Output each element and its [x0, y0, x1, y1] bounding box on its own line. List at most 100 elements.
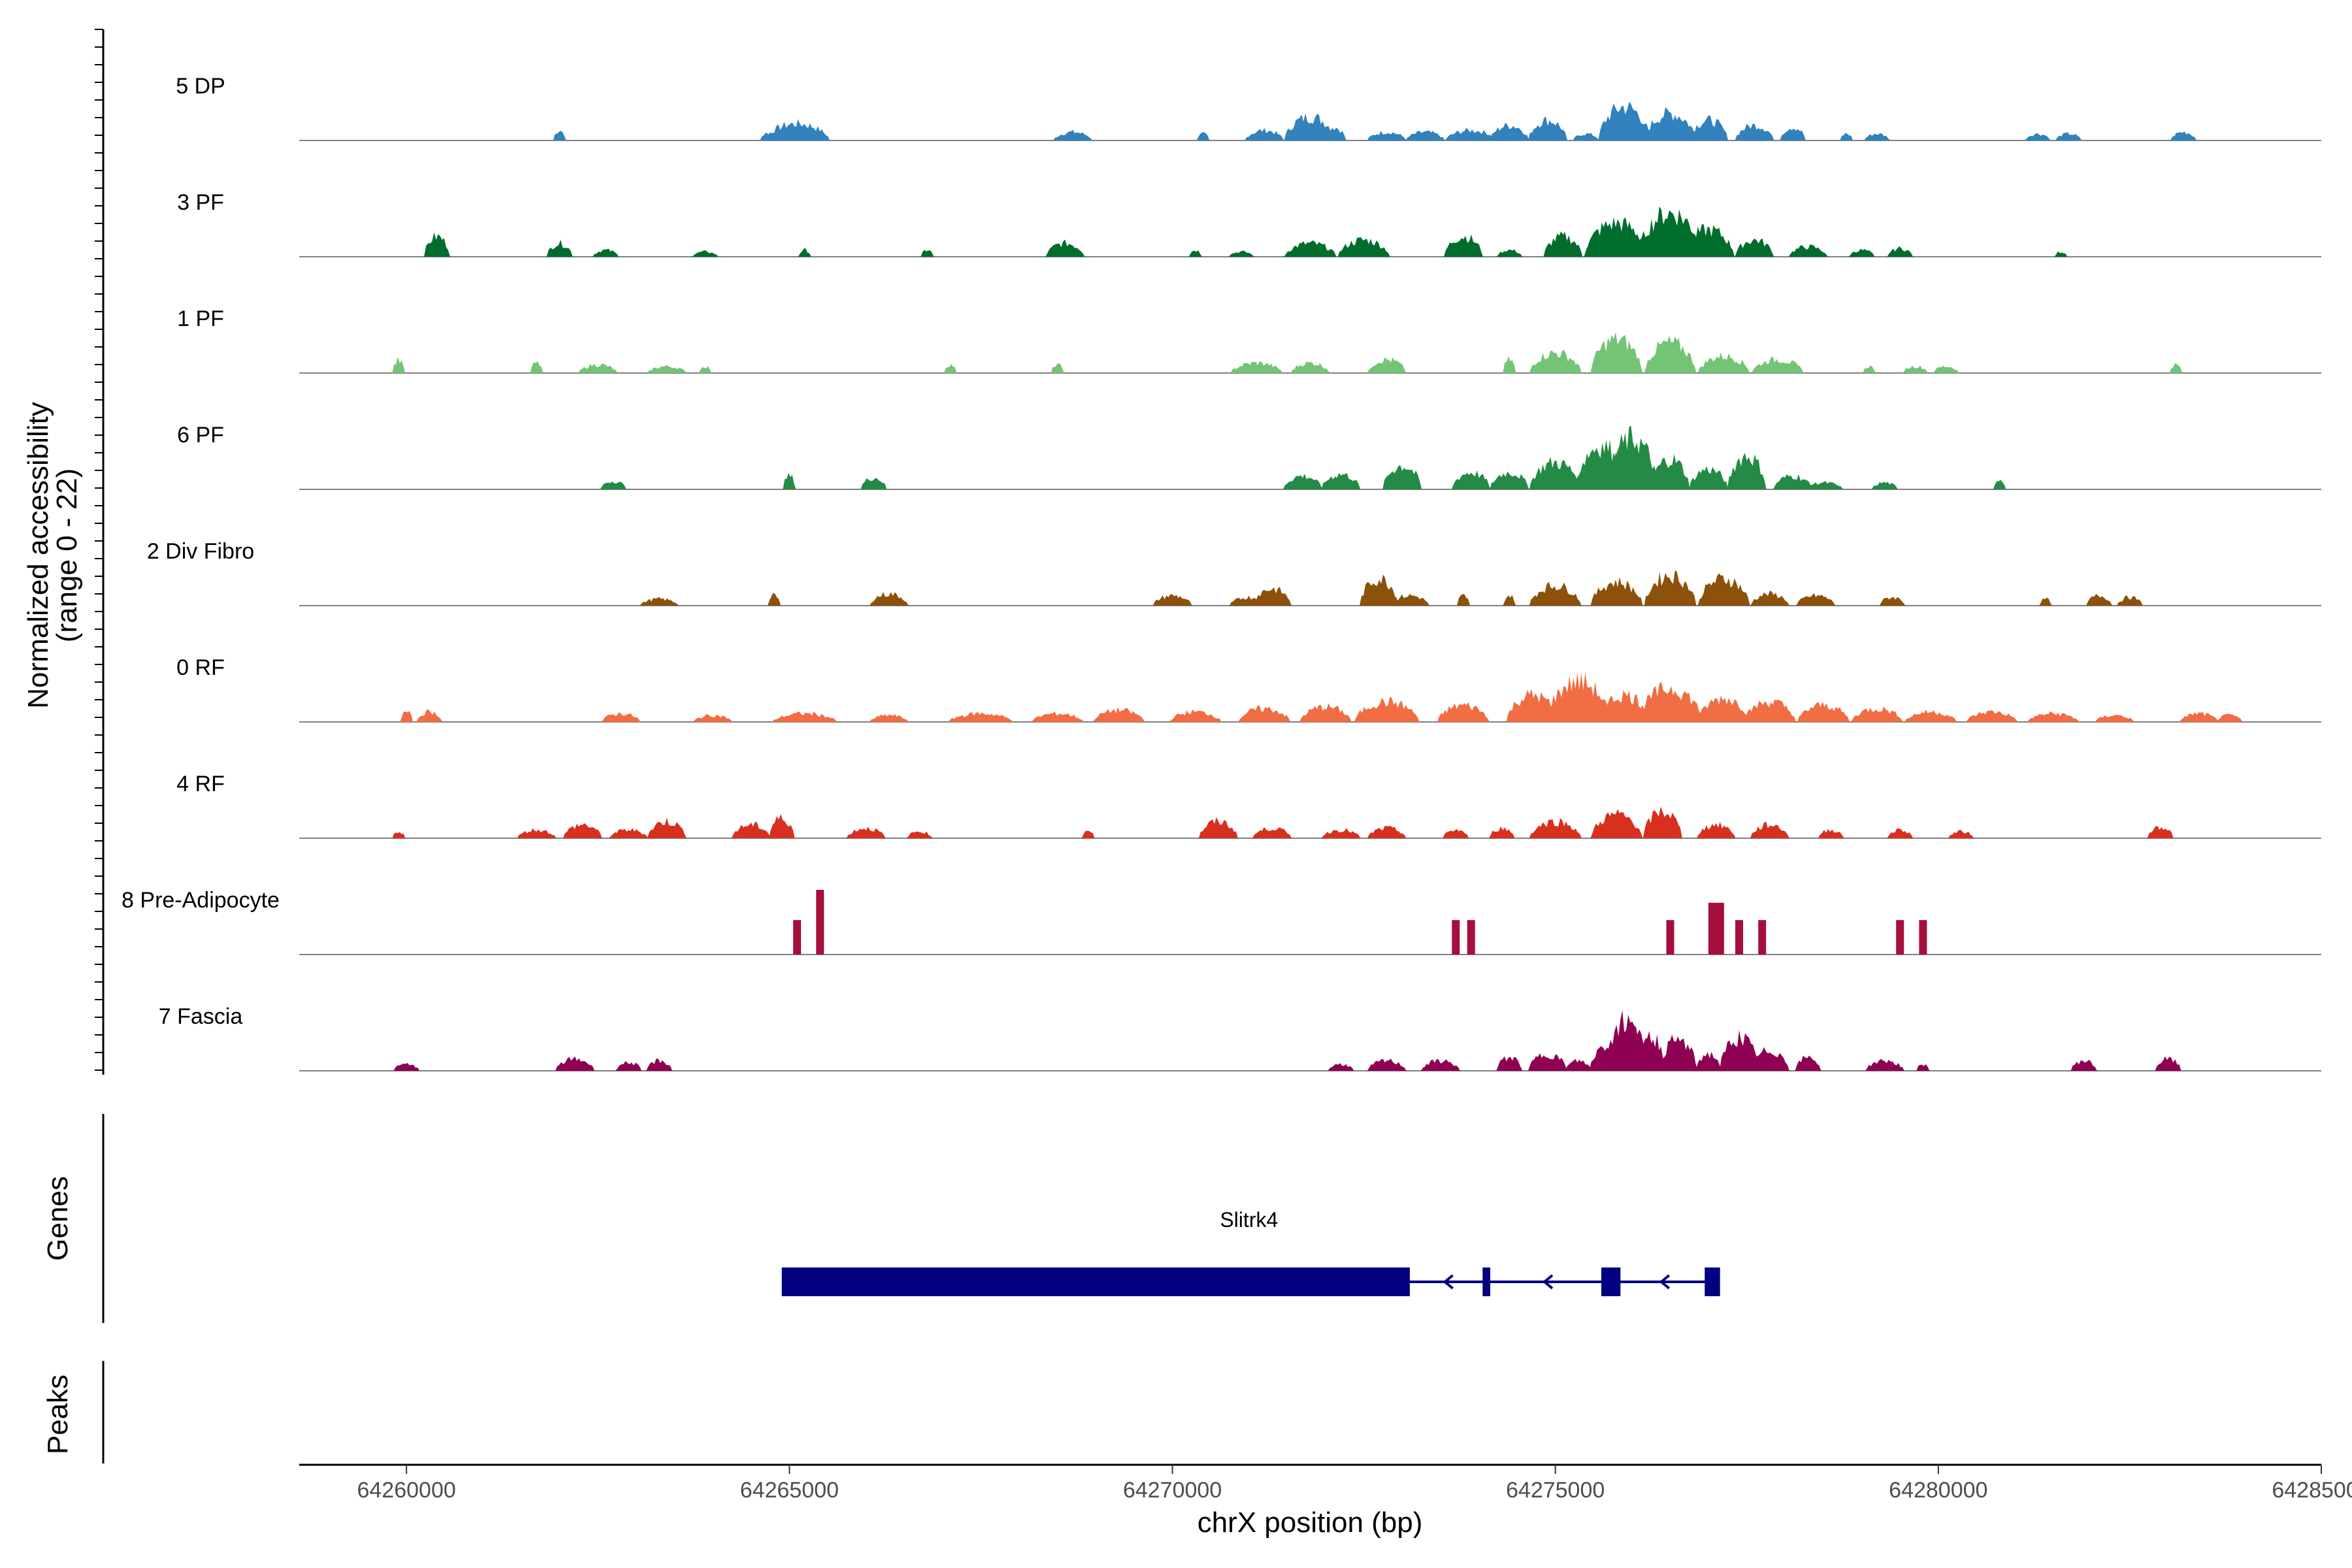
track-peak — [767, 593, 781, 606]
track-peak — [609, 828, 649, 838]
track-peak — [1590, 577, 1643, 606]
x-tick-label: 64280000 — [1889, 1478, 1987, 1503]
track-peak — [1590, 332, 1643, 373]
track-peak — [816, 890, 825, 955]
track-peak — [1543, 231, 1583, 257]
track-peak — [1696, 821, 1736, 838]
track-peak — [1320, 127, 1347, 140]
track-peak — [646, 1058, 673, 1071]
track-peak — [1887, 828, 1914, 838]
track-label: 3 PF — [177, 190, 224, 215]
track-peak — [1797, 701, 1850, 722]
track-peak — [869, 714, 909, 722]
track-peak — [1863, 365, 1876, 373]
track-peak — [1904, 710, 1957, 722]
track-peak — [578, 363, 618, 373]
track-peak — [592, 248, 619, 257]
track-peak — [1642, 806, 1682, 838]
track-peak — [1290, 361, 1330, 373]
y-axis-title-line2: (range 0 - 22) — [51, 468, 83, 643]
track-1-pf: 1 PF — [177, 306, 2321, 374]
gene-exon — [1482, 1267, 1491, 1296]
track-peak — [2179, 711, 2219, 722]
track-peak — [1708, 902, 1724, 955]
track-peak — [1451, 470, 1491, 489]
x-tick-label: 64275000 — [1506, 1478, 1605, 1503]
track-peak — [1887, 246, 1914, 257]
track-peak — [948, 712, 1014, 722]
track-peak — [1965, 710, 2018, 722]
track-peak — [1252, 826, 1292, 838]
track-peak — [1529, 818, 1582, 838]
track-peak — [1503, 356, 1516, 373]
track-peak — [1238, 705, 1291, 722]
x-tick-label: 64265000 — [740, 1478, 839, 1503]
track-peak — [1031, 711, 1084, 722]
track-peak — [392, 832, 406, 838]
track-peak — [647, 365, 687, 373]
x-tick-label: 64285000 — [2272, 1478, 2352, 1503]
track-peak — [1527, 1053, 1567, 1071]
track-6-pf: 6 PF — [177, 423, 2321, 490]
track-peak — [2116, 595, 2143, 606]
track-peak — [1284, 113, 1337, 140]
track-peak — [1948, 829, 1974, 838]
track-peak — [1152, 594, 1192, 606]
track-peak — [1337, 237, 1390, 257]
track-peak — [798, 248, 811, 257]
strand-arrow — [1542, 1274, 1554, 1290]
track-peak — [2070, 1060, 2097, 1071]
track-peak — [1284, 240, 1337, 257]
track-peak — [553, 131, 566, 140]
track-peak — [546, 239, 573, 257]
gene-exon — [781, 1267, 1410, 1296]
track-peak — [2170, 131, 2197, 140]
track-peak — [1720, 1030, 1759, 1071]
track-peak — [1666, 920, 1674, 955]
track-peak — [1750, 1047, 1789, 1071]
track-peak — [1590, 809, 1643, 838]
track-peak — [1751, 356, 1804, 373]
track-peak — [2055, 132, 2082, 140]
track-peak — [1695, 1051, 1722, 1071]
track-peak — [1405, 130, 1445, 140]
track-label: 0 RF — [176, 655, 225, 680]
gene-slitrk4: Slitrk4 — [781, 1208, 1720, 1296]
track-peak — [1188, 250, 1202, 257]
track-peak — [1689, 115, 1729, 140]
track-peak — [793, 920, 802, 955]
track-peak — [1573, 133, 1599, 140]
track-peak — [1919, 920, 1927, 955]
track-peak — [906, 831, 933, 838]
track-peak — [416, 710, 443, 722]
track-peak — [1529, 350, 1582, 373]
track-peak — [731, 821, 771, 838]
track-peak — [1051, 363, 1064, 373]
track-label: 6 PF — [177, 423, 224, 448]
track-peak — [1245, 127, 1284, 140]
track-peak — [1367, 825, 1407, 838]
track-peak — [1780, 128, 1806, 140]
track-peak — [1328, 1063, 1354, 1071]
track-peak — [1773, 474, 1813, 489]
track-peak — [1529, 457, 1582, 489]
track-peak — [1879, 596, 1906, 606]
gene-exon — [1705, 1267, 1720, 1296]
track-peak — [1598, 690, 1651, 722]
track-peak — [943, 364, 957, 373]
track-peak — [1321, 472, 1361, 489]
track-peak — [1637, 681, 1703, 722]
track-peak — [693, 713, 733, 722]
track-peak — [1848, 248, 1875, 257]
track-peak — [1230, 361, 1283, 373]
track-peak — [1993, 480, 2006, 489]
track-peak — [1367, 1058, 1407, 1071]
track-peak — [1644, 335, 1697, 373]
x-axis-title: chrX position (bp) — [1198, 1507, 1423, 1539]
track-peak — [1360, 574, 1399, 606]
x-tick-label: 64260000 — [357, 1478, 455, 1503]
track-peak — [1420, 1059, 1460, 1071]
track-peak — [1081, 830, 1095, 838]
track-peak — [1750, 821, 1789, 838]
